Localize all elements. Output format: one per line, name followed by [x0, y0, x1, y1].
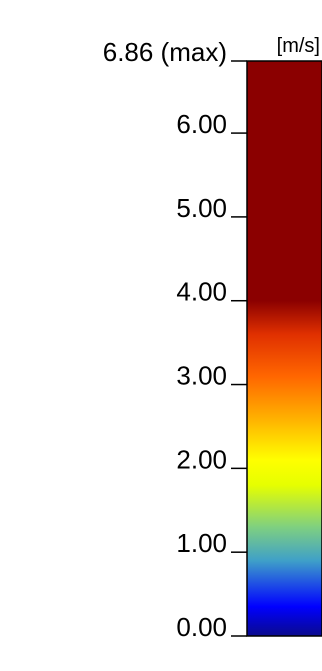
tick-label-0: 6.86 (max) [103, 37, 227, 67]
tick-label-4: 3.00 [176, 361, 227, 391]
colorbar [246, 60, 322, 637]
unit-label: [m/s] [277, 35, 320, 57]
tick-group: 6.86 (max) 6.00 5.00 4.00 3.00 2.00 1.00 0.00 [103, 37, 247, 642]
tick-label-5: 2.00 [176, 444, 227, 474]
tick-label-7: 0.00 [176, 612, 227, 642]
tick-label-3: 4.00 [176, 277, 227, 307]
tick-label-2: 5.00 [176, 193, 227, 223]
tick-label-1: 6.00 [176, 109, 227, 139]
tick-label-6: 1.00 [176, 528, 227, 558]
